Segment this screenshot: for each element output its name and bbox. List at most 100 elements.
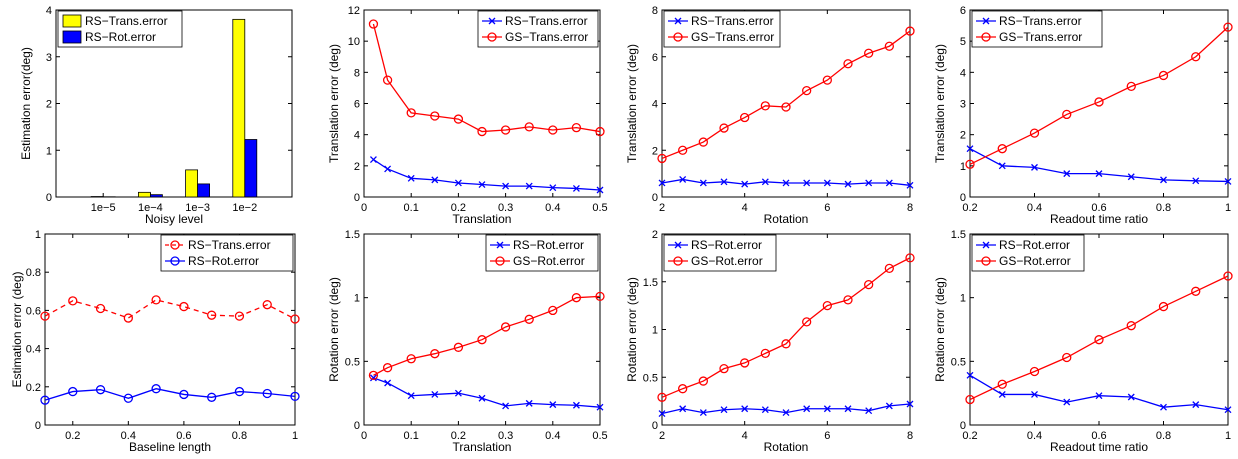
- legend-box: [971, 10, 1103, 48]
- y-tick-label: 1: [960, 293, 966, 305]
- legend-box: [663, 10, 781, 48]
- series-0-point-5: [761, 406, 769, 414]
- subplot-4: 0 1 2 3 4 5 6 0.2 0.4 0.6 0.8 1 Readout time ratio Tr…: [933, 5, 1233, 226]
- series-1-point-4: [453, 114, 464, 124]
- series-1-point-12: [905, 253, 915, 263]
- series-0-point-9: [844, 405, 852, 413]
- x-tick-label: 0.8: [232, 430, 247, 442]
- x-tick-label: 0.4: [1027, 430, 1042, 442]
- legend-box: [485, 234, 599, 272]
- series-1-point-legend: [981, 256, 991, 266]
- series-0-point-11: [885, 179, 893, 187]
- series-0-point-4: [741, 405, 749, 413]
- x-tick-label: 0: [361, 202, 367, 214]
- series-0-point-8: [262, 300, 272, 310]
- y-tick-label: 2: [354, 161, 360, 173]
- series-0-point-3: [123, 313, 133, 323]
- series-1-point-12: [905, 26, 915, 36]
- series-0-point-12: [906, 400, 914, 408]
- series-0-point-0: [658, 410, 666, 417]
- x-tick-label: 0.1: [404, 430, 419, 442]
- series-0-point-0: [369, 156, 377, 164]
- y-tick-label: 0: [652, 192, 658, 204]
- series-0-point-6: [782, 179, 790, 187]
- x-tick-label: 0.3: [498, 202, 513, 214]
- y-tick-label: 1: [960, 161, 966, 173]
- series-1-point-1: [678, 145, 688, 155]
- series-0-point-2: [407, 174, 415, 182]
- x-tick-label: 4: [742, 202, 748, 214]
- series-1-point-9: [571, 293, 582, 303]
- series-0-point-1: [679, 405, 687, 413]
- y-tick-label: 6: [960, 5, 966, 17]
- series-line-0: [44, 299, 296, 320]
- series-0-point-4: [1095, 392, 1103, 400]
- y-axis-label: Translation error (deg): [625, 44, 639, 163]
- series-1-point-7: [802, 85, 812, 96]
- y-tick-label: 6: [652, 52, 658, 64]
- y-tick-label: 5: [960, 36, 966, 48]
- x-tick-label: 0.2: [65, 430, 80, 442]
- series-0-point-1: [384, 379, 392, 387]
- y-tick-label: 2: [960, 130, 966, 142]
- series-0-point-1: [998, 162, 1006, 170]
- series-1-point-3: [1062, 109, 1072, 120]
- y-tick-label: 6: [354, 99, 360, 111]
- y-tick-label: 0.4: [26, 344, 41, 356]
- series-1-point-1: [382, 363, 393, 373]
- bar-0-3: [232, 18, 246, 198]
- series-1-point-0: [965, 394, 975, 405]
- series-line-1: [373, 295, 601, 376]
- series-0-point-2: [1031, 163, 1038, 171]
- series-0-point-5: [1127, 393, 1135, 401]
- series-1-point-7: [234, 386, 245, 397]
- x-axis-label: Translation: [453, 440, 512, 454]
- series-0-point-6: [502, 182, 510, 190]
- legend-label: RS−Trans.error: [999, 14, 1082, 28]
- legend: RS−Trans.error RS−Rot.error: [160, 234, 294, 272]
- x-tick-label: 1e−2: [232, 202, 257, 214]
- series-0-point-8: [549, 401, 557, 409]
- series-1-point-5: [477, 335, 487, 345]
- series-0-point-4: [454, 389, 462, 397]
- series-1-point-4: [740, 358, 750, 368]
- series-0-point-8: [823, 179, 831, 187]
- series-0-point-8: [549, 184, 557, 192]
- x-tick-label: 0.4: [545, 202, 560, 214]
- y-tick-label: 10: [348, 36, 360, 48]
- series-1-point-8: [822, 75, 832, 85]
- legend-box: [663, 234, 777, 272]
- series-1-point-8: [822, 300, 832, 311]
- series-0-point-2: [95, 303, 106, 314]
- legend-label: RS−Rot.error: [188, 254, 259, 268]
- y-tick-label: 1: [35, 229, 41, 241]
- legend-label: GS−Trans.error: [505, 30, 588, 44]
- series-1-point-2: [406, 354, 416, 364]
- series-0-point-7: [525, 399, 533, 407]
- x-tick-label: 4: [742, 430, 748, 442]
- series-1-point-7: [1191, 52, 1201, 62]
- series-0-point-10: [865, 407, 873, 415]
- subplot-8: 0 0.5 1 1.5 0.2 0.4 0.6 0.8 1 Readout time ratio R…: [933, 229, 1233, 454]
- y-tick-label: 1: [46, 145, 52, 157]
- series-0-point-legend: [674, 17, 682, 25]
- legend-label: RS−Trans.error: [85, 14, 168, 28]
- y-tick-label: 0: [960, 192, 966, 204]
- x-tick-label: 2: [659, 202, 665, 214]
- series-0-point-4: [454, 179, 462, 187]
- series-1-point-10: [864, 279, 874, 290]
- series-1-point-9: [843, 59, 853, 69]
- series-0-point-7: [803, 405, 811, 413]
- series-1-point-1: [382, 75, 393, 85]
- x-tick-label: 1: [292, 430, 298, 442]
- legend: RS−Trans.error GS−Trans.error: [971, 10, 1103, 48]
- series-1-point-10: [595, 291, 605, 302]
- series-1-point-2: [698, 376, 708, 386]
- series-line-1: [969, 275, 1229, 401]
- series-0-point-legend: [496, 241, 504, 249]
- series-0-point-2: [699, 179, 707, 187]
- series-1-point-0: [368, 370, 379, 380]
- series-0-point-12: [906, 181, 914, 189]
- y-tick-label: 4: [354, 130, 360, 142]
